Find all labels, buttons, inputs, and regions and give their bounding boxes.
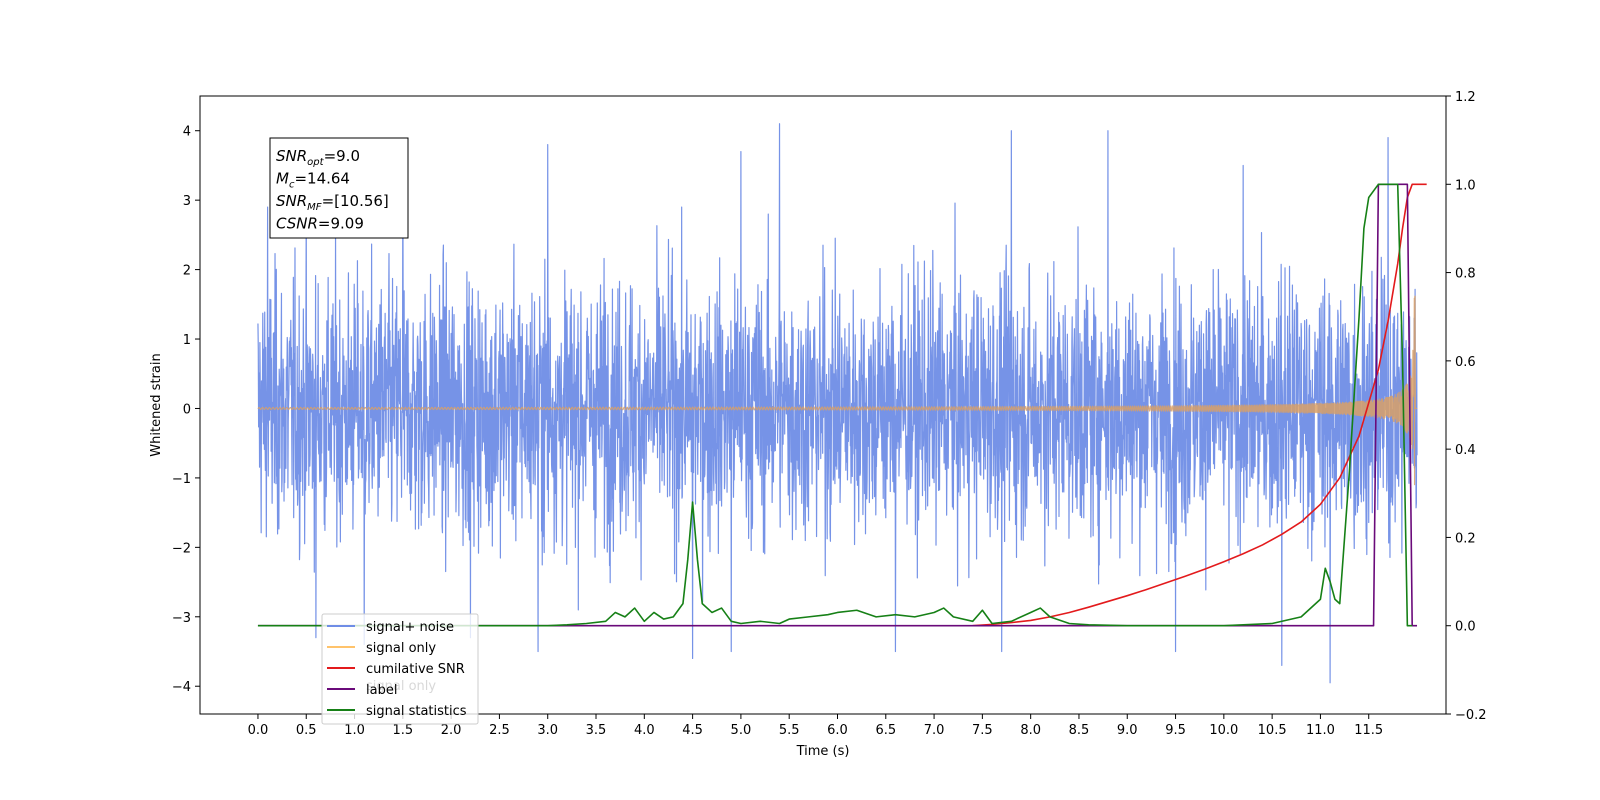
legend-label: label	[366, 683, 397, 698]
y2-tick-label: 1.2	[1455, 90, 1476, 105]
x-tick-label: 6.0	[827, 723, 848, 738]
x-axis-label: Time (s)	[796, 744, 850, 759]
annotation-symbol: M	[276, 170, 289, 188]
annotation-line: CSNR=9.09	[276, 215, 364, 233]
y-axis-label: Whitened strain	[149, 353, 164, 456]
annotation-line: SNRMF=[10.56]	[276, 192, 389, 213]
x-tick-label: 3.5	[586, 723, 607, 738]
y2-tick-label: −0.2	[1455, 708, 1487, 723]
annotation-symbol: CSNR	[276, 215, 318, 233]
series-signal-noise	[257, 123, 1418, 684]
x-tick-label: 5.0	[731, 723, 752, 738]
x-tick-label: 8.0	[1020, 723, 1041, 738]
series-signal-only	[257, 295, 1418, 486]
x-tick-label: 7.5	[972, 723, 993, 738]
legend-label: signal+ noise	[366, 620, 454, 635]
x-tick-label: 6.5	[875, 723, 896, 738]
series-signal-statistics	[257, 183, 1413, 627]
x-tick-label: 2.5	[489, 723, 510, 738]
series-layer	[257, 123, 1427, 684]
annotation-frame	[269, 137, 409, 239]
y-tick-label: 1	[183, 333, 191, 348]
x-tick-label: 0.0	[248, 723, 269, 738]
annotation-line: SNRopt=9.0	[276, 147, 360, 168]
y-tick-label: 2	[183, 264, 191, 279]
y2-tick-label: 0.4	[1455, 443, 1476, 458]
y2-tick-label: 0.0	[1455, 620, 1476, 635]
y-tick-label: 0	[183, 402, 191, 417]
x-tick-label: 8.5	[1069, 723, 1090, 738]
y2-tick-label: 1.0	[1455, 178, 1476, 193]
x-tick-label: 9.0	[1117, 723, 1138, 738]
x-tick-label: 5.5	[779, 723, 800, 738]
x-tick-label: 10.5	[1258, 723, 1287, 738]
x-tick-label: 2.0	[441, 723, 462, 738]
annotation-line: Mc=14.64	[276, 170, 350, 191]
y-tick-label: 3	[183, 194, 191, 209]
legend-label: cumilative SNR	[366, 662, 465, 677]
x-tick-label: 0.5	[296, 723, 317, 738]
y-tick-label: −2	[172, 541, 191, 556]
y-tick-label: −1	[172, 472, 191, 487]
annotation-value: =14.64	[294, 170, 350, 188]
annotation-subscript: c	[289, 180, 295, 191]
x-tick-label: 10.0	[1209, 723, 1238, 738]
x-tick-label: 9.5	[1165, 723, 1186, 738]
axes-layer: 0.0 0.5 1.0 1.5 2.0 2.5 3.0 3.5 4.0 4.5 5.0 5.5 6.0 6…	[172, 90, 1487, 738]
annotation-subscript: opt	[307, 157, 324, 168]
y-tick-label: 4	[183, 125, 191, 140]
x-tick-label: 3.0	[537, 723, 558, 738]
x-tick-label: 7.0	[924, 723, 945, 738]
x-tick-label: 1.5	[392, 723, 413, 738]
legend-frame	[321, 613, 479, 725]
y2-tick-label: 0.6	[1455, 355, 1476, 370]
annotation-value: =9.0	[324, 147, 360, 165]
x-tick-label: 4.0	[634, 723, 655, 738]
y-tick-label: −3	[172, 611, 191, 626]
x-tick-label: 1.0	[344, 723, 365, 738]
annotation-subscript: MF	[307, 202, 322, 213]
plot-frame	[199, 95, 1447, 715]
x-tick-label: 11.0	[1306, 723, 1335, 738]
y-tick-label: −4	[172, 680, 191, 695]
annotation-value: =[10.56]	[322, 192, 389, 210]
legend-hidden-label: signal only	[366, 679, 436, 694]
x-tick-label: 11.5	[1354, 723, 1383, 738]
legend-label: signal only	[366, 641, 436, 656]
annotation-value: =9.09	[318, 215, 364, 233]
x-tick-label: 4.5	[682, 723, 703, 738]
y2-tick-label: 0.2	[1455, 531, 1476, 546]
annotation-symbol: SNR	[276, 192, 307, 210]
annotation-symbol: SNR	[276, 147, 307, 165]
y2-tick-label: 0.8	[1455, 267, 1476, 282]
legend: signal only signal+ noise signal only cumil…	[321, 613, 479, 725]
legend-label: signal statistics	[366, 704, 467, 719]
